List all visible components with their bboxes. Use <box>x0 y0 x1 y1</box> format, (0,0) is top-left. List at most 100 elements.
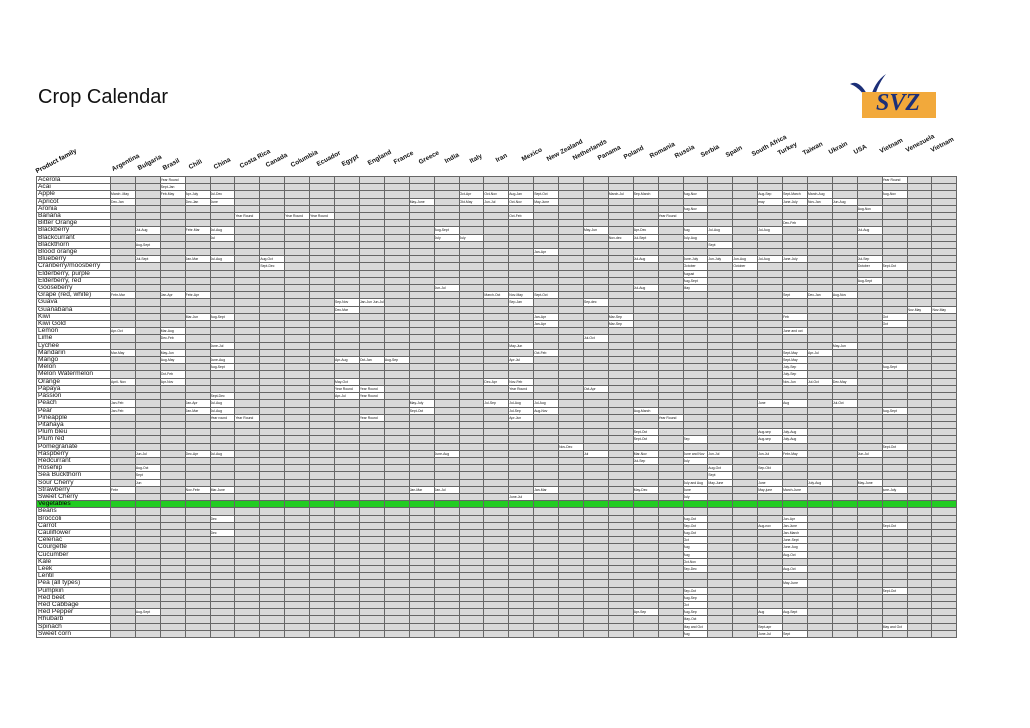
season-cell <box>234 442 261 451</box>
season-cell <box>408 377 435 386</box>
season-cell <box>433 593 460 602</box>
season-cell: Year Round <box>358 384 385 394</box>
season-cell <box>782 183 808 192</box>
season-cell <box>607 370 634 379</box>
season-cell <box>358 478 385 487</box>
season-cell <box>408 449 435 458</box>
season-cell <box>906 471 933 480</box>
season-cell <box>184 240 211 250</box>
season-cell <box>906 392 933 401</box>
season-cell <box>483 341 510 350</box>
season-cell <box>159 629 186 639</box>
season-cell <box>707 312 734 322</box>
season-cell <box>906 370 933 379</box>
season-cell <box>732 334 759 343</box>
season-cell: Jun <box>134 478 161 487</box>
season-cell <box>881 564 908 574</box>
country-header: Argentina <box>110 152 141 173</box>
season-cell <box>358 320 385 329</box>
season-cell <box>607 384 634 394</box>
country-header: Iran <box>494 152 509 164</box>
season-cell <box>134 622 161 631</box>
season-cell <box>682 377 709 386</box>
country-header: USA <box>853 142 869 156</box>
season-cell <box>582 312 609 322</box>
season-cell <box>607 363 634 372</box>
season-cell <box>159 464 186 473</box>
season-cell <box>458 320 485 329</box>
table-row: Gooseberry Jun-Jul Jul-Aug May <box>36 284 958 293</box>
season-cell <box>707 485 734 494</box>
season-cell <box>931 384 958 394</box>
season-cell <box>582 406 609 415</box>
season-cell <box>558 392 584 401</box>
table-row: Rhubarb May-Oct <box>36 615 958 624</box>
season-cell <box>732 543 759 552</box>
season-cell: Sep-Dec <box>682 564 709 574</box>
season-cell: May-June <box>533 197 560 206</box>
table-row: Blackcurrant Jul July July Nov-dec Jul-Sept Ju… <box>36 233 958 242</box>
season-cell <box>607 500 634 509</box>
product-name: Banana <box>36 212 111 221</box>
season-cell: Apr-Aug <box>334 356 360 365</box>
season-cell <box>607 197 634 206</box>
season-cell <box>856 629 883 639</box>
season-cell <box>607 262 634 271</box>
season-cell <box>209 435 236 444</box>
season-cell <box>184 334 211 343</box>
season-cell <box>732 240 759 250</box>
season-cell: Oct <box>881 312 908 322</box>
season-cell <box>632 320 659 329</box>
season-cell: Jul <box>209 233 236 242</box>
season-cell <box>234 428 261 437</box>
season-cell <box>483 629 510 639</box>
table-row: Sweet corn Aug June-Jul Sept <box>36 629 958 639</box>
season-cell <box>906 521 933 530</box>
season-cell <box>408 456 435 466</box>
season-cell <box>582 615 609 624</box>
season-cell <box>508 175 535 185</box>
season-cell <box>159 226 186 235</box>
season-cell <box>707 284 734 293</box>
season-cell: Sept-Oct <box>632 428 659 437</box>
season-cell <box>906 248 933 257</box>
season-cell <box>259 579 286 588</box>
table-row: Melon Aug-Sept July-Sep Aug-Sept <box>36 363 958 372</box>
season-cell <box>856 521 883 530</box>
season-cell <box>558 305 584 314</box>
season-cell <box>881 550 908 559</box>
season-cell <box>558 276 584 286</box>
season-cell <box>234 233 261 242</box>
season-cell <box>856 608 883 617</box>
season-cell <box>806 442 833 451</box>
season-cell <box>856 413 883 422</box>
season-cell <box>533 377 560 386</box>
season-cell <box>931 564 958 574</box>
season-cell <box>259 600 286 610</box>
season-cell <box>582 593 609 602</box>
season-cell <box>408 464 435 473</box>
season-cell <box>607 348 634 358</box>
season-cell <box>259 291 286 300</box>
country-header: Netherlands <box>571 138 608 163</box>
table-row: Blackthorn Aug-Sept Sept <box>36 240 958 250</box>
season-cell <box>632 420 659 430</box>
season-cell <box>159 528 186 538</box>
season-cell <box>284 449 311 458</box>
season-cell <box>707 564 734 574</box>
season-cell <box>831 435 858 444</box>
table-row: Papaya Year Round Year Round Year Round Oct-… <box>36 384 958 394</box>
season-cell <box>558 255 584 264</box>
season-cell <box>782 248 808 257</box>
season-cell <box>458 370 485 379</box>
season-cell <box>209 248 236 257</box>
season-cell <box>433 608 460 617</box>
season-cell: Sep-Oct <box>682 521 709 530</box>
season-cell <box>159 312 186 322</box>
season-cell <box>831 600 858 610</box>
season-cell <box>309 428 336 437</box>
season-cell <box>234 298 261 307</box>
season-cell <box>309 226 336 235</box>
table-row: Lime Dec-Feb Jul-Oct <box>36 334 958 343</box>
season-cell <box>483 478 510 487</box>
